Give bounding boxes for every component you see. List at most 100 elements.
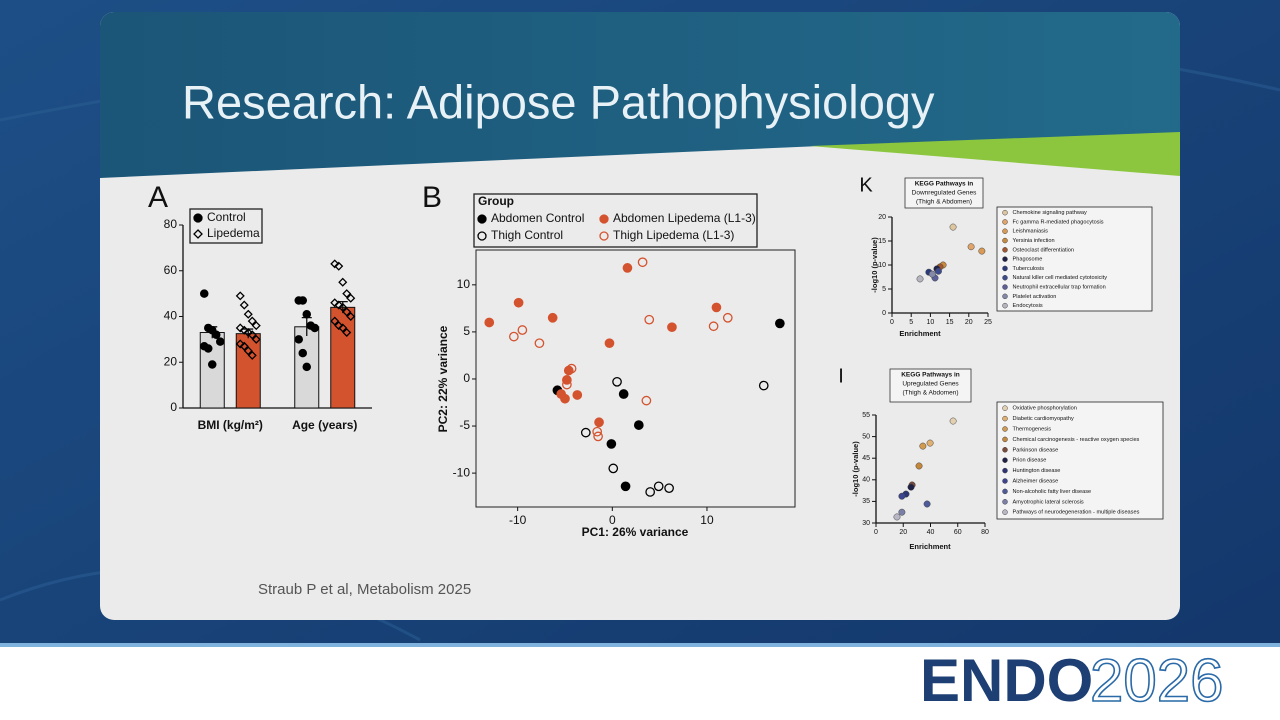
legend-box [996,206,1153,312]
chart-title: Downregulated Genes [912,190,977,197]
legend-label: Osteoclast differentiation [1013,247,1074,253]
marker [338,323,348,333]
chart-title: KEGG Pathways in [901,372,960,379]
x-tick-label: 5 [909,319,913,326]
legend-box [189,208,263,244]
x-tick-label: 0 [874,529,878,536]
marker [967,243,975,251]
marker [294,335,303,344]
y-tick-label: -10 [453,465,471,479]
marker [949,417,957,425]
marker [620,481,631,492]
marker [893,513,901,521]
marker [667,322,677,333]
x-tick-label: -10 [509,513,527,527]
marker [641,395,652,406]
panel-letter: I [838,365,844,387]
marker [193,213,203,223]
marker [1002,415,1008,422]
legend-label: Neutrophil extracellular trap formation [1013,285,1106,291]
legend-label: Tuberculosis [1013,266,1045,272]
marker [517,325,528,335]
y-axis-label: -log10 (p-value) [851,441,860,497]
marker [919,442,927,450]
x-axis-label: Enrichment [899,329,941,338]
legend-label: Leishmaniasis [1013,229,1049,235]
marker [1002,293,1008,300]
y-tick-label: 80 [164,217,178,231]
x-tick-label: 0 [890,319,894,326]
marker [1002,209,1008,216]
marker [338,302,348,312]
marker [235,291,245,301]
marker [594,417,604,428]
x-tick-label: 15 [946,319,954,326]
panel-letter: A [148,181,168,214]
legend-label: Thigh Control [491,228,563,242]
marker [243,346,253,356]
marker [1002,436,1008,443]
x-tick-label: 10 [700,513,714,527]
marker [1002,457,1008,463]
x-axis-label: PC1: 26% variance [582,525,689,539]
marker [562,379,572,390]
marker [211,330,221,340]
marker [239,341,249,351]
y-tick-label: 40 [164,309,178,323]
chart-title: (Thigh & Abdomen) [902,390,958,397]
x-tick-label: 20 [899,529,907,536]
legend-label: Huntington disease [1013,468,1061,474]
marker [243,327,253,338]
marker [1002,478,1008,484]
legend-label: Chemical carcinogenesis - reactive oxyge… [1013,437,1140,443]
y-tick-label: 40 [862,477,870,484]
marker [330,316,340,326]
legend-label: Fc gamma R-mediated phagocytosis [1013,219,1104,225]
marker [645,487,656,497]
marker [978,247,986,255]
legend-label: Diabetic cardiomyopathy [1013,416,1074,422]
marker [560,393,570,404]
x-tick-label: Age (years) [292,418,357,432]
marker [310,323,319,333]
marker [235,323,245,333]
marker [580,427,591,438]
title-box [904,177,984,209]
legend-label: Alzheimer disease [1013,478,1059,484]
marker [708,321,719,332]
x-tick-label: 0 [609,513,616,527]
x-tick-label: 80 [981,529,989,536]
marker [239,325,249,335]
marker [1002,426,1008,432]
marker [484,317,495,328]
marker [644,314,655,325]
x-tick-label: 40 [927,529,935,536]
y-tick-label: 30 [862,520,870,527]
legend-label: Prion disease [1013,458,1047,464]
marker [566,363,577,374]
marker [534,338,545,349]
y-tick-label: 0 [882,310,886,317]
marker [926,439,934,447]
x-tick-label: 60 [954,529,962,536]
marker [334,261,344,271]
legend-label: Oxidative phosphorylation [1013,406,1077,412]
marker [330,259,340,269]
marker [923,500,931,508]
legend-box [996,401,1164,520]
x-tick-label: BMI (kg/m²) [198,418,263,432]
legend-label: Pathways of neurodegeneration - multiple… [1013,510,1140,516]
marker [1002,499,1008,505]
marker [593,431,603,442]
marker [915,462,923,470]
y-tick-label: 20 [878,214,886,221]
marker [935,267,942,275]
marker [722,312,733,323]
y-tick-label: 5 [882,286,886,293]
marker [1002,219,1008,225]
marker [302,309,311,319]
marker [330,298,340,308]
x-tick-label: 25 [984,319,992,326]
green-accent [810,132,1180,176]
